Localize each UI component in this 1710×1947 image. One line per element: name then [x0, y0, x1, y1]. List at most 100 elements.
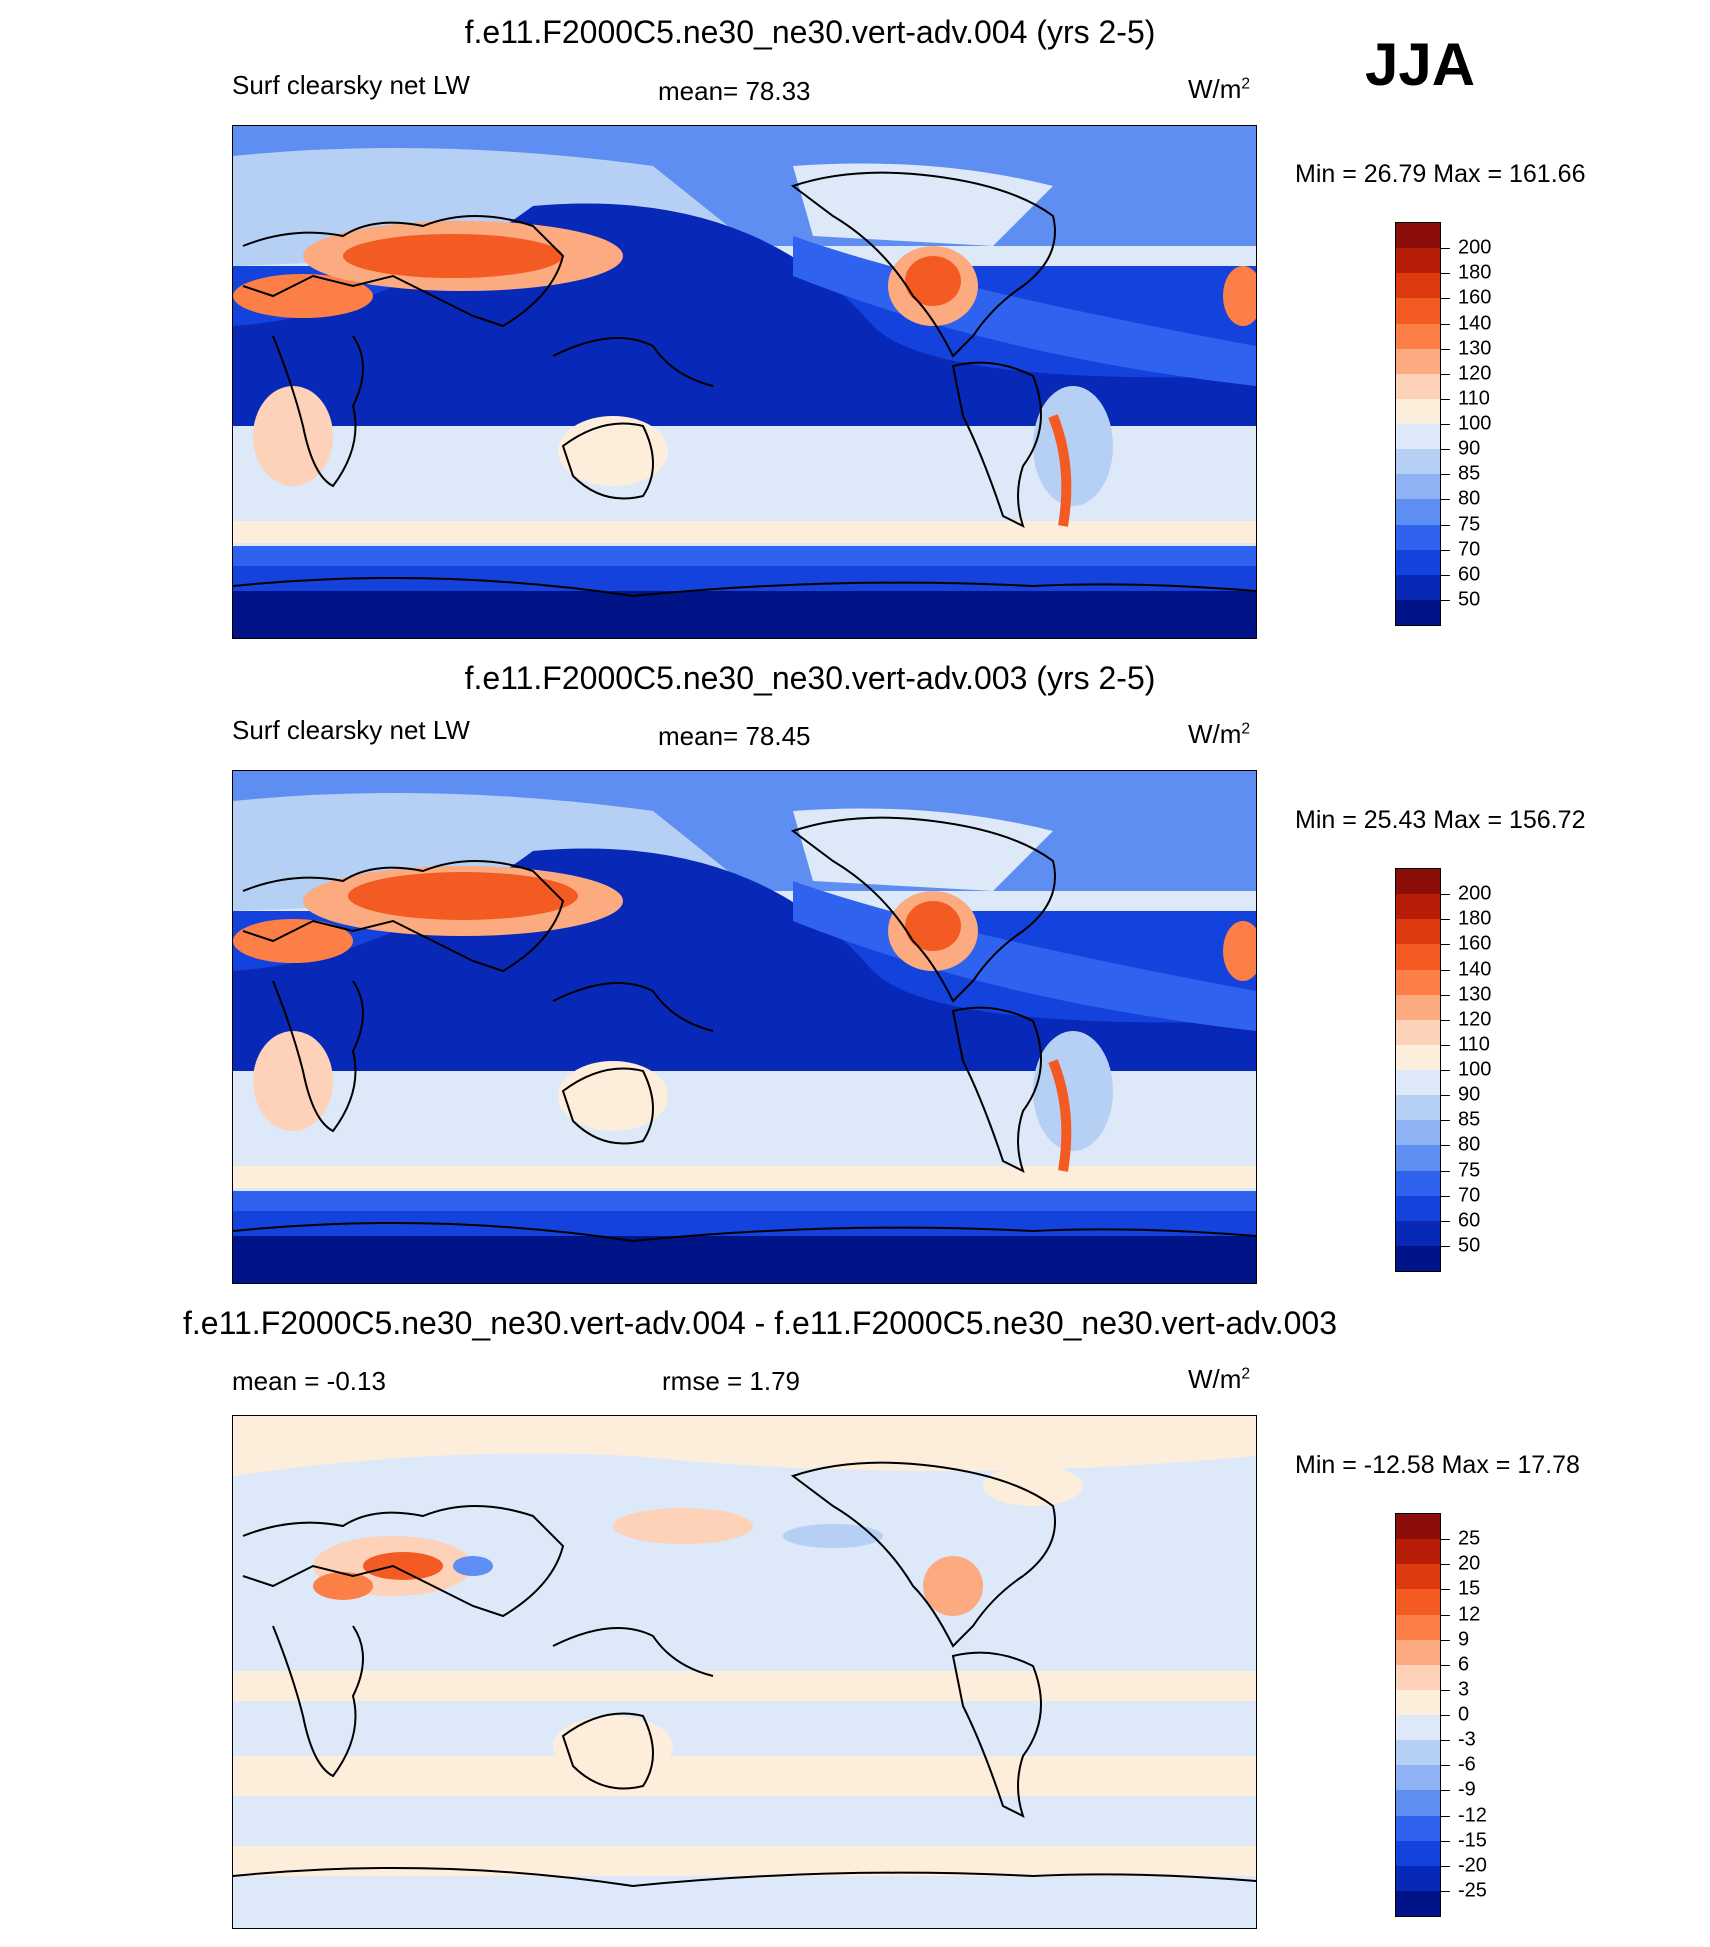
colorbar-swatch [1396, 1765, 1440, 1791]
colorbar-swatch [1396, 1639, 1440, 1665]
colorbar-tick [1440, 1765, 1450, 1767]
colorbar-tick [1440, 298, 1450, 300]
colorbar-swatch [1396, 223, 1440, 249]
colorbar-tick-label: 200 [1458, 882, 1492, 905]
colorbar-tick [1440, 1589, 1450, 1591]
colorbar-tick [1440, 373, 1450, 375]
colorbar-swatch [1396, 524, 1440, 550]
colorbar-swatch [1396, 1890, 1440, 1916]
colorbar-tick [1440, 1120, 1450, 1122]
colorbar-tick-label: 20 [1458, 1552, 1481, 1575]
colorbar-swatch [1396, 424, 1440, 450]
colorbar-tick-label: 50 [1458, 588, 1481, 611]
colorbar-swatch [1396, 323, 1440, 349]
colorbar-swatch [1396, 1220, 1440, 1246]
colorbar-swatch [1396, 1070, 1440, 1096]
colorbar-tick [1440, 499, 1450, 501]
panel-3-mean: mean = -0.13 [232, 1366, 386, 1396]
colorbar-tick-label: 130 [1458, 337, 1492, 360]
colorbar-tick-label: 60 [1458, 563, 1481, 586]
colorbar-swatch [1396, 894, 1440, 920]
colorbar-tick-label: 120 [1458, 1008, 1492, 1031]
colorbar-swatch [1396, 1245, 1440, 1271]
panel-3-map [232, 1415, 1257, 1929]
colorbar-tick [1440, 919, 1450, 921]
colorbar-tick-label: 85 [1458, 1108, 1481, 1131]
colorbar-tick [1440, 474, 1450, 476]
colorbar-swatch [1396, 1539, 1440, 1565]
colorbar-tick [1440, 273, 1450, 275]
colorbar-tick-label: 180 [1458, 907, 1492, 930]
colorbar-swatch [1396, 1019, 1440, 1045]
panel-1-title: f.e11.F2000C5.ne30_ne30.vert-adv.004 (yr… [464, 14, 1156, 50]
colorbar-tick-label: 70 [1458, 1184, 1481, 1207]
panel-1-colorbar: 200 180 160 140 130 120 110 100 90 85 80 75 70 60 50 [1395, 222, 1491, 626]
colorbar-swatch [1396, 1715, 1440, 1741]
colorbar-swatch [1396, 1840, 1440, 1866]
colorbar-tick [1440, 323, 1450, 325]
colorbar-tick [1440, 574, 1450, 576]
colorbar-swatch [1396, 1865, 1440, 1891]
panel-2-minmax: Min = 25.43 Max = 156.72 [1295, 806, 1586, 834]
colorbar-swatch [1396, 574, 1440, 600]
colorbar-tick [1440, 1639, 1450, 1641]
colorbar-swatch [1396, 298, 1440, 324]
colorbar-tick-label: 110 [1458, 387, 1490, 410]
colorbar-tick-label: 80 [1458, 487, 1481, 510]
colorbar-tick [1440, 1145, 1450, 1147]
colorbar-tick-label: 200 [1458, 236, 1492, 259]
colorbar-tick [1440, 1245, 1450, 1247]
colorbar-tick [1440, 1865, 1450, 1867]
colorbar-swatch [1396, 1564, 1440, 1590]
panel-1-map [232, 125, 1257, 639]
colorbar-tick [1440, 599, 1450, 601]
colorbar-tick-label: 60 [1458, 1209, 1481, 1232]
panel-2-title: f.e11.F2000C5.ne30_ne30.vert-adv.003 (yr… [464, 660, 1156, 696]
colorbar-swatch [1396, 1095, 1440, 1121]
colorbar-swatch [1396, 248, 1440, 274]
colorbar-tick [1440, 1044, 1450, 1046]
colorbar-tick [1440, 1170, 1450, 1172]
colorbar-tick [1440, 1664, 1450, 1666]
colorbar-tick [1440, 944, 1450, 946]
panel-3-title: f.e11.F2000C5.ne30_ne30.vert-adv.004 - f… [183, 1305, 1337, 1341]
panel-1-minmax: Min = 26.79 Max = 161.66 [1295, 160, 1586, 188]
season-label: JJA [1365, 31, 1476, 98]
colorbar-swatch [1396, 499, 1440, 525]
colorbar-tick-label: -25 [1458, 1879, 1487, 1902]
colorbar-tick-label: 140 [1458, 958, 1492, 980]
colorbar-swatch [1396, 1689, 1440, 1715]
panel-3-rmse: rmse = 1.79 [662, 1366, 801, 1396]
colorbar-tick-label: 80 [1458, 1133, 1481, 1156]
colorbar-tick-label: 110 [1458, 1033, 1490, 1056]
colorbar-swatch [1396, 1614, 1440, 1640]
colorbar-tick [1440, 1740, 1450, 1742]
colorbar-tick-label: 15 [1458, 1577, 1481, 1600]
colorbar-swatch [1396, 1145, 1440, 1171]
colorbar-tick-label: 6 [1458, 1653, 1470, 1676]
colorbar-swatch [1396, 549, 1440, 575]
colorbar-tick-label: 25 [1458, 1527, 1481, 1550]
colorbar-tick-label: -20 [1458, 1854, 1487, 1877]
colorbar-tick [1440, 894, 1450, 896]
colorbar-tick-label: -3 [1458, 1728, 1476, 1751]
colorbar-swatch [1396, 1664, 1440, 1690]
colorbar-swatch [1396, 944, 1440, 970]
colorbar-swatch [1396, 599, 1440, 625]
colorbar-tick [1440, 1689, 1450, 1691]
colorbar-tick [1440, 524, 1450, 526]
colorbar-swatch [1396, 919, 1440, 945]
colorbar-tick [1440, 248, 1450, 250]
colorbar-tick-label: 160 [1458, 932, 1492, 955]
colorbar-tick-label: 3 [1458, 1678, 1470, 1701]
colorbar-tick-label: 0 [1458, 1703, 1470, 1726]
colorbar-tick-label: 50 [1458, 1234, 1481, 1257]
colorbar-tick [1440, 449, 1450, 451]
colorbar-tick [1440, 1790, 1450, 1792]
colorbar-tick-label: 140 [1458, 312, 1492, 334]
panel-2-mean: mean= 78.45 [658, 721, 811, 751]
panel-2-units: W/m2 [1188, 719, 1251, 749]
colorbar-swatch [1396, 1170, 1440, 1196]
colorbar-swatch [1396, 398, 1440, 424]
colorbar-tick-label: 70 [1458, 538, 1481, 561]
